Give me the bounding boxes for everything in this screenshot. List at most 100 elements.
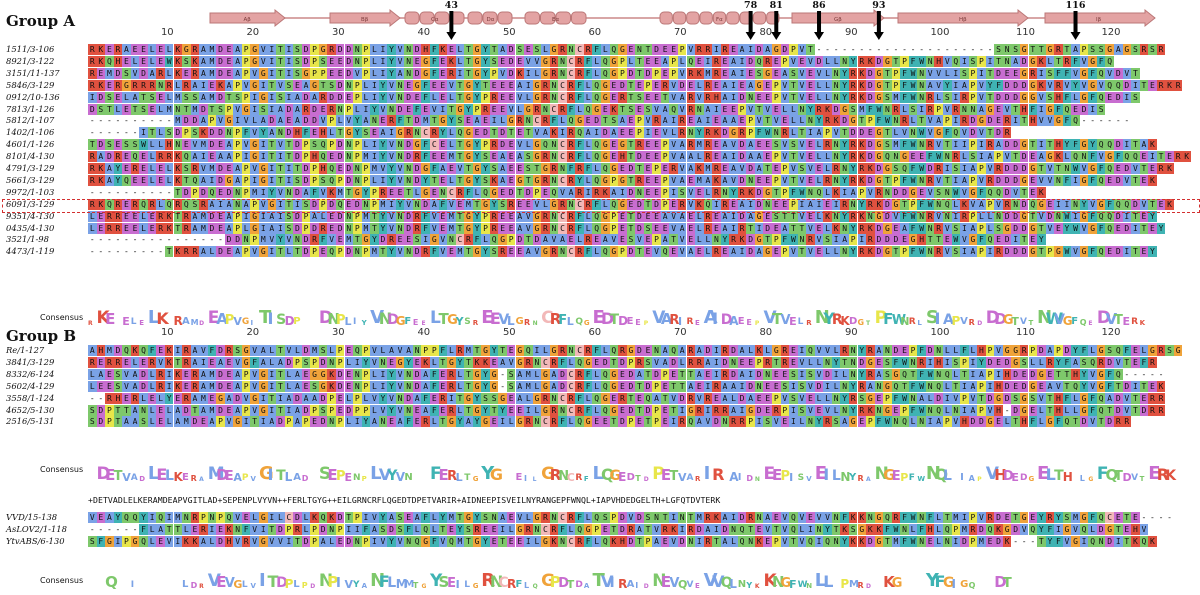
logo-letter: D xyxy=(626,472,635,483)
logo-letter: M xyxy=(395,577,408,591)
logo-letter: L xyxy=(592,463,604,484)
logo-letter: G xyxy=(472,475,479,483)
logo-letter: E xyxy=(105,310,116,328)
logo-letter: V xyxy=(370,307,385,328)
alpha-helix-segment xyxy=(419,11,435,25)
logo-letter: F xyxy=(1096,464,1109,484)
secondary-structure-label: Hβ xyxy=(959,17,967,23)
logo-letter: N xyxy=(900,315,910,328)
logo-letter: H xyxy=(994,466,1007,484)
logo-letter: D xyxy=(1096,308,1112,328)
logo-letter: E xyxy=(789,315,797,328)
alpha-helix-segment xyxy=(404,11,420,25)
logo-letter: F xyxy=(789,578,797,591)
logo-letter: G xyxy=(883,466,896,484)
logo-letter: Y xyxy=(481,463,495,484)
logo-letter: Y xyxy=(925,570,939,591)
secondary-structure-label: Dα xyxy=(487,17,495,23)
logo-letter: L xyxy=(814,570,827,591)
logo-letter: E xyxy=(737,316,745,327)
logo-letter: R xyxy=(506,577,517,591)
logo-letter: A xyxy=(361,582,368,590)
alpha-helix-segment xyxy=(752,11,767,25)
group-b-extra-row-name: AsLOV2/1-118 xyxy=(6,523,67,534)
ruler-tick: 100 xyxy=(930,327,950,338)
logo-letter: P xyxy=(754,320,760,327)
logo-letter: E xyxy=(412,318,419,327)
logo-letter: V xyxy=(985,464,999,484)
ruler-tick: 80 xyxy=(759,27,773,38)
logo-letter: F xyxy=(430,464,442,484)
logo-letter: Y xyxy=(455,315,464,328)
logo-letter: P xyxy=(951,314,961,328)
logo-letter: G xyxy=(472,582,479,590)
logo-letter: K xyxy=(1139,319,1146,327)
logo-letter: G xyxy=(583,319,590,327)
logo-letter: D xyxy=(643,583,649,590)
logo-letter: A xyxy=(130,473,138,483)
logo-letter: T xyxy=(1139,475,1145,483)
logo-letter: V xyxy=(122,471,131,484)
logo-letter: T xyxy=(1054,468,1064,484)
alpha-helix-segment xyxy=(482,11,498,25)
logo-letter: G xyxy=(960,579,969,590)
logo-letter: V xyxy=(1131,473,1139,483)
logo-letter: P xyxy=(652,464,665,484)
logo-letter: R xyxy=(686,317,694,327)
logo-letter: N xyxy=(737,579,747,590)
consensus-label-b: Consensus xyxy=(40,465,84,474)
logo-letter: T xyxy=(1002,576,1012,591)
logo-letter: D xyxy=(284,314,295,328)
ruler-tick: 10 xyxy=(160,327,174,338)
logo-letter: E xyxy=(695,319,700,327)
ruler-tick: 110 xyxy=(1015,327,1036,338)
logo-letter: E xyxy=(746,318,752,327)
logo-letter: T xyxy=(566,578,575,591)
logo-letter: D xyxy=(199,320,205,327)
logo-letter: E xyxy=(618,470,627,484)
group-a-row-name: 3521/1-98 xyxy=(6,234,49,245)
residue-marker-label: 116 xyxy=(1065,0,1086,11)
logo-letter: E xyxy=(1088,320,1093,327)
logo-letter: T xyxy=(635,474,641,483)
logo-letter: T xyxy=(259,307,272,328)
logo-letter: E xyxy=(182,472,189,483)
logo-letter: N xyxy=(404,472,413,483)
logo-letter: A xyxy=(583,582,590,590)
logo-letter: R xyxy=(1131,317,1139,327)
logo-letter: N xyxy=(558,469,570,484)
logo-letter: A xyxy=(293,472,301,483)
group-a-row-name: 0435/4-130 xyxy=(6,222,55,233)
beta-strand-arrow xyxy=(329,8,401,28)
logo-letter: G xyxy=(395,314,406,328)
logo-letter: D xyxy=(387,312,399,328)
logo-letter: D xyxy=(301,474,309,483)
logo-letter: F xyxy=(378,572,390,591)
logo-letter: G xyxy=(857,318,865,327)
logo-letter: D xyxy=(1002,469,1014,484)
logo-letter: L xyxy=(823,572,834,591)
logo-letter: N xyxy=(806,582,813,590)
logo-letter: R xyxy=(968,318,975,327)
logo-letter: T xyxy=(772,310,783,328)
group-b-row-name: 3841/3-129 xyxy=(6,356,55,367)
logo-letter: C xyxy=(541,308,554,328)
ruler-tick: 50 xyxy=(502,27,516,38)
logo-letter: A xyxy=(182,316,190,327)
logo-letter: P xyxy=(335,313,346,328)
logo-letter: L xyxy=(917,319,922,327)
logo-letter: L xyxy=(524,581,530,590)
ruler-tick: 30 xyxy=(331,327,345,338)
logo-letter: W xyxy=(1045,309,1064,328)
residue-marker-arrow xyxy=(814,11,825,40)
group-a-row-name: 5661/3-129 xyxy=(6,174,55,185)
logo-letter: G xyxy=(489,465,503,484)
logo-letter: V xyxy=(780,313,791,328)
ruler-tick: 110 xyxy=(1015,27,1036,38)
logo-letter: N xyxy=(370,570,386,591)
logo-letter: V xyxy=(1019,317,1027,327)
logo-letter: I xyxy=(259,570,266,591)
logo-letter: D xyxy=(139,475,146,483)
logo-letter: E xyxy=(327,466,338,484)
group-a-row-name: 1511/3-106 xyxy=(6,44,55,54)
